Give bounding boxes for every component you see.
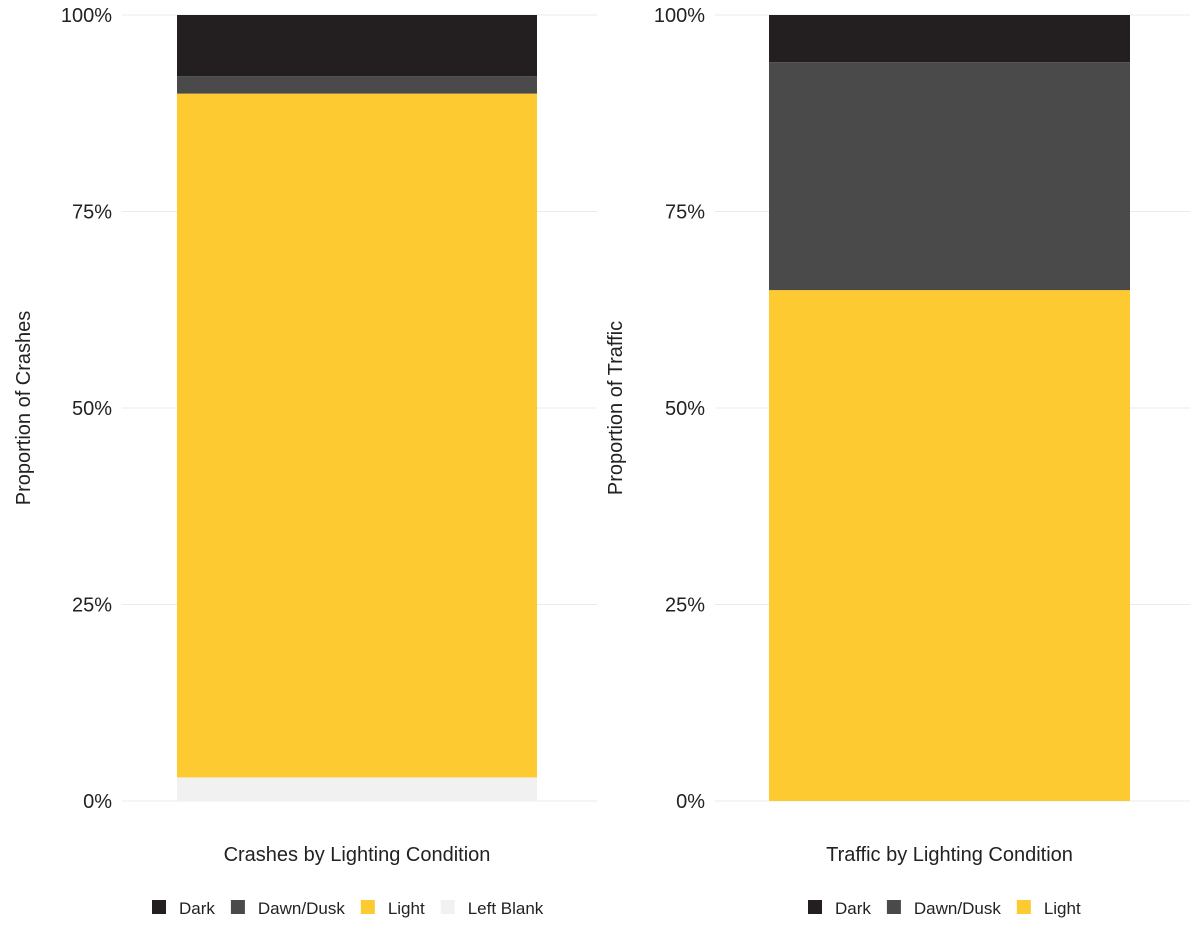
legend-label: Left Blank [468,899,544,918]
crashes-chart: 0% 25% 50% 75% 100% Proportion of Crashes Cras… [13,5,597,918]
legend-swatch-left-blank [440,900,455,914]
legend-label: Dawn/Dusk [258,899,345,918]
y-tick-label: 75% [72,202,112,224]
x-axis-title: Traffic by Lighting Condition [826,844,1073,866]
legend-swatch-dark [152,900,166,914]
legend-swatch-light [360,900,375,914]
legend-label: Dark [835,899,871,918]
bar-segment-dark [769,15,1130,63]
y-tick-label: 0% [83,791,112,813]
y-axis-title: Proportion of Traffic [605,321,627,495]
y-tick-label: 50% [72,398,112,420]
y-tick-label: 0% [676,791,705,813]
legend: Dark Dawn/Dusk Light [808,899,1081,918]
legend-label: Dark [179,899,215,918]
bar-segment-left-blank [177,777,537,801]
y-axis-title: Proportion of Crashes [13,311,35,506]
bar-segment-light [177,93,537,778]
y-tick-label: 25% [665,595,705,617]
y-tick-label: 100% [654,5,705,27]
legend-label: Light [1044,899,1081,918]
legend-label: Dawn/Dusk [914,899,1001,918]
y-tick-label: 75% [665,202,705,224]
legend-swatch-dark [808,900,822,914]
bar-segment-dark [177,15,537,77]
legend-swatch-light [1016,900,1031,914]
traffic-chart: 0% 25% 50% 75% 100% Proportion of Traffic Traf… [605,5,1190,918]
bar-segment-light [769,290,1130,801]
bar-segment-dawn-dusk [769,62,1130,291]
x-axis-title: Crashes by Lighting Condition [224,844,491,866]
legend-swatch-dawn-dusk [230,900,245,914]
legend: Dark Dawn/Dusk Light Left Blank [152,899,544,918]
legend-swatch-dawn-dusk [886,900,901,914]
legend-label: Light [388,899,425,918]
y-tick-label: 100% [61,5,112,27]
bar-segment-dawn-dusk [177,76,537,94]
y-tick-label: 25% [72,595,112,617]
y-tick-label: 50% [665,398,705,420]
